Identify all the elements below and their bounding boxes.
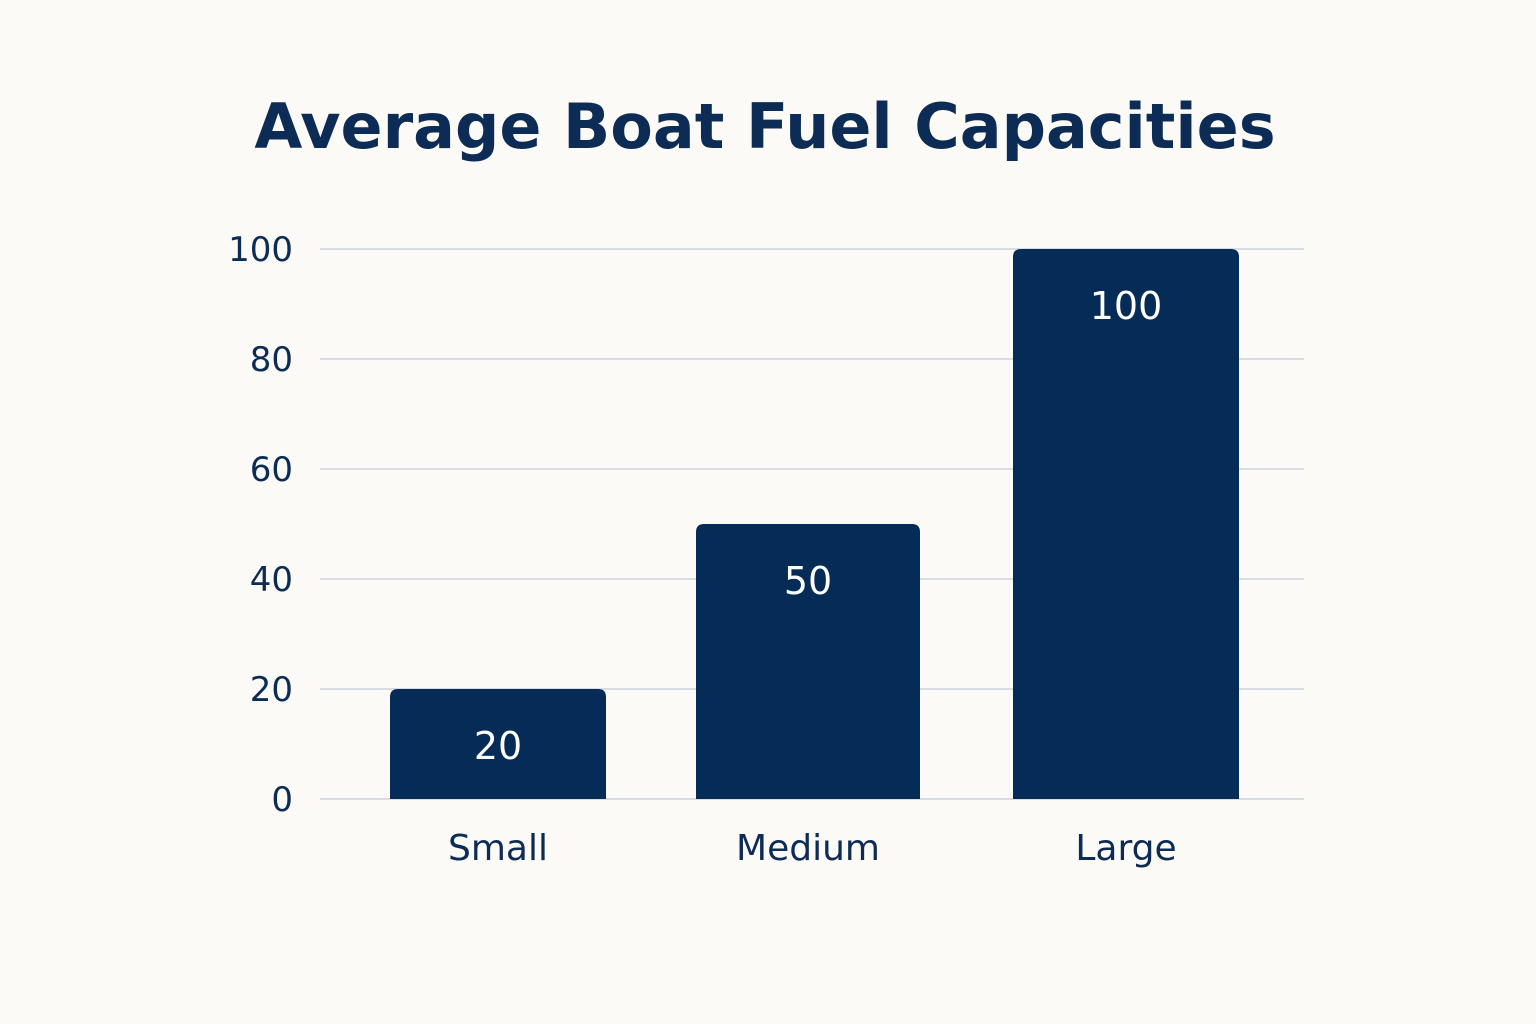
y-axis-ticks: 0 20 40 60 80 100 [228, 230, 293, 820]
chart-title: Average Boat Fuel Capacities [254, 90, 1275, 163]
data-labels: 20 50 100 [474, 284, 1162, 768]
x-category-label: Small [448, 828, 548, 869]
x-axis-categories: Small Medium Large [448, 828, 1177, 869]
bar-large [1013, 249, 1239, 799]
bar-medium [696, 524, 920, 799]
y-tick-label: 20 [250, 670, 293, 710]
data-label: 50 [784, 559, 832, 603]
y-tick-label: 40 [250, 560, 293, 600]
x-category-label: Large [1075, 828, 1176, 869]
data-label: 20 [474, 724, 522, 768]
y-tick-label: 80 [250, 340, 293, 380]
x-category-label: Medium [736, 828, 880, 869]
y-tick-label: 0 [271, 780, 293, 820]
y-tick-label: 60 [250, 450, 293, 490]
bar-small [390, 689, 606, 799]
bars [390, 249, 1239, 799]
y-tick-label: 100 [228, 230, 293, 270]
data-label: 100 [1090, 284, 1163, 328]
